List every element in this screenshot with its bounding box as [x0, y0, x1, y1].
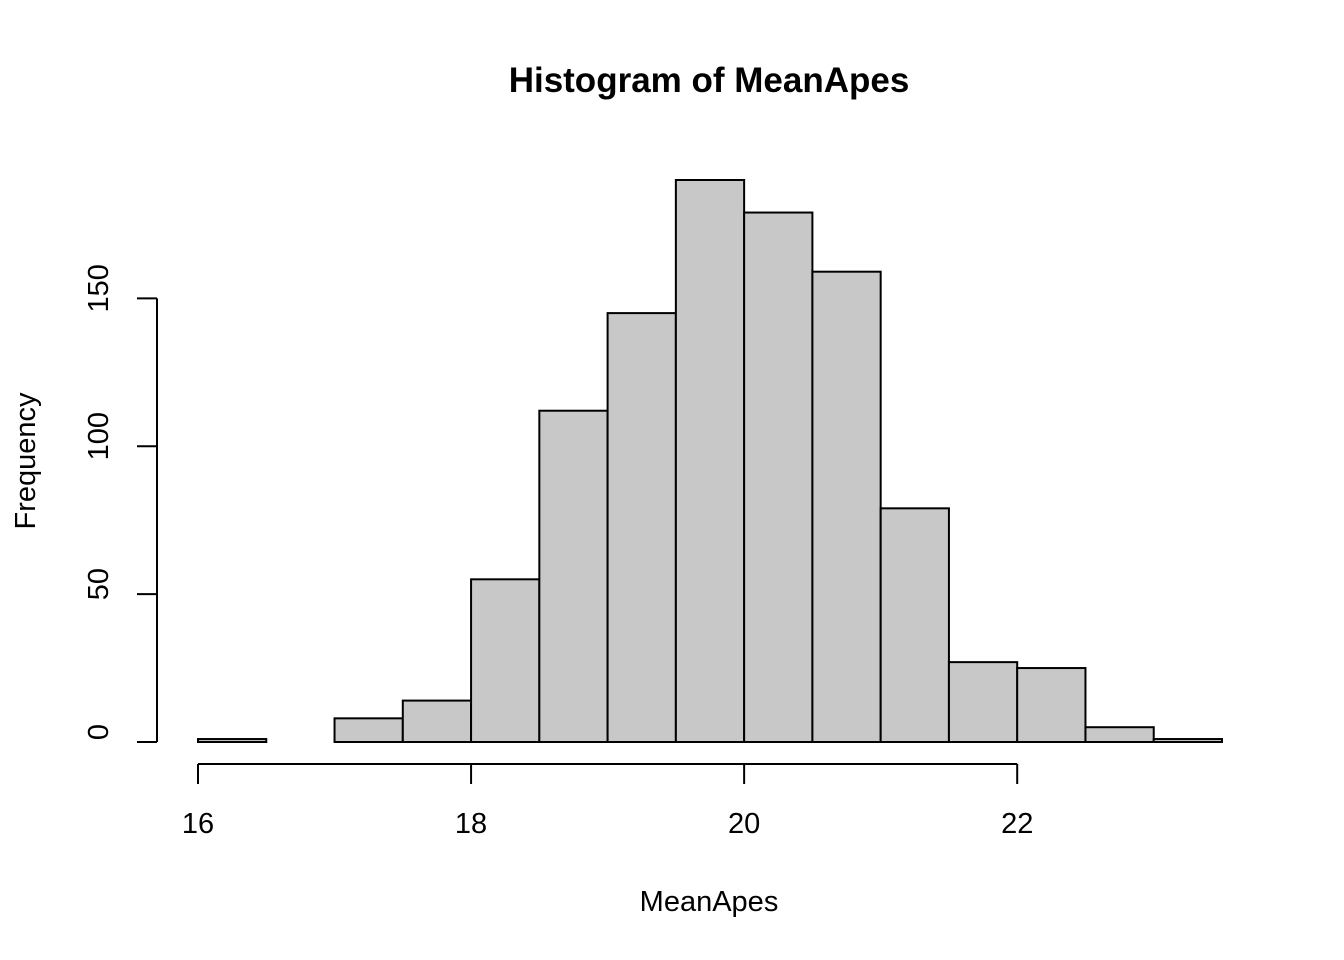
histogram-bar: [1152, 738, 1223, 744]
x-tick-label: 18: [455, 808, 487, 840]
histogram-bar: [1016, 667, 1087, 743]
histogram-bar: [947, 661, 1019, 743]
histogram-bar: [470, 578, 541, 743]
histogram-bar: [333, 717, 404, 744]
histogram-bar: [538, 409, 609, 743]
x-tick-label: 16: [182, 808, 214, 840]
histogram-bar: [197, 738, 268, 744]
y-tick-label: 50: [83, 568, 115, 600]
histogram-bar: [674, 179, 746, 743]
histogram-bar: [606, 312, 677, 743]
y-axis: 0 50 100 150: [83, 264, 158, 743]
y-tick-label: 0: [83, 724, 115, 740]
y-tick-label: 100: [83, 412, 115, 460]
x-tick-label: 22: [1001, 808, 1033, 840]
bars-group: [197, 179, 1223, 744]
y-tick-label: 150: [83, 264, 115, 312]
chart-title: Histogram of MeanApes: [509, 61, 910, 100]
y-axis-label: Frequency: [10, 392, 42, 530]
x-tick-label: 20: [728, 808, 760, 840]
histogram-bar: [811, 270, 882, 743]
histogram-bar: [743, 211, 814, 743]
histogram-bar: [1084, 726, 1155, 743]
x-axis-label: MeanApes: [640, 886, 779, 918]
x-axis: 16 18 20 22: [182, 763, 1033, 840]
histogram-bar: [879, 507, 950, 744]
histogram-bar: [401, 699, 473, 744]
